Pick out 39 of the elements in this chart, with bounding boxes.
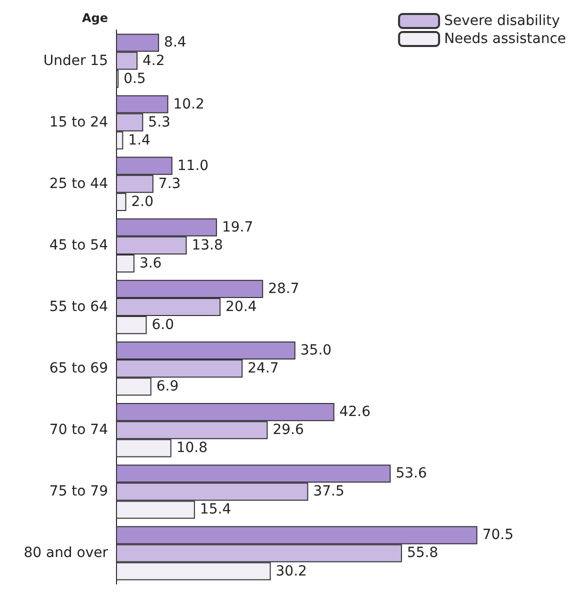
data-label: 1.4 — [128, 132, 151, 148]
data-label: 2.0 — [131, 194, 154, 210]
y-tick-label: 75 to 79 — [49, 484, 108, 500]
data-label: 6.9 — [156, 378, 179, 395]
data-label: 20.4 — [226, 299, 257, 315]
y-tick-label: 45 to 54 — [49, 237, 108, 254]
y-tick-label: 15 to 24 — [49, 114, 108, 130]
data-label: 29.6 — [272, 422, 304, 438]
data-label: 53.6 — [396, 466, 427, 482]
y-tick-label: 65 to 69 — [49, 360, 108, 377]
data-label: 42.6 — [339, 404, 371, 420]
y-tick-label: 80 and over — [24, 545, 108, 562]
data-label: 0.5 — [124, 70, 146, 87]
y-tick-label: 55 to 64 — [49, 299, 108, 315]
legend-label: Severe disability — [444, 13, 560, 29]
legend-label: Needs assistance — [444, 31, 566, 47]
data-label: 37.5 — [313, 484, 344, 500]
data-label: 55.8 — [406, 545, 438, 562]
data-label: 13.8 — [192, 237, 223, 254]
data-label: 35.0 — [300, 342, 332, 358]
data-label: 10.2 — [173, 96, 204, 112]
data-label: 11.0 — [177, 158, 209, 174]
y-axis-title: Age — [82, 11, 108, 25]
data-label: 10.8 — [176, 440, 208, 456]
data-label: 24.7 — [248, 360, 279, 377]
data-label: 3.6 — [139, 256, 162, 272]
y-tick-label: 25 to 44 — [49, 176, 108, 192]
data-label: 15.4 — [200, 502, 232, 518]
data-label: 19.7 — [222, 219, 254, 236]
data-label: 6.0 — [152, 317, 174, 334]
data-label: 28.7 — [268, 280, 300, 297]
data-label: 70.5 — [482, 527, 514, 544]
data-label: 5.3 — [148, 114, 170, 130]
data-label: 8.4 — [164, 34, 186, 51]
data-label: 4.2 — [142, 52, 165, 69]
y-tick-label: 70 to 74 — [49, 422, 108, 438]
y-tick-label: Under 15 — [43, 52, 108, 69]
data-label: 7.3 — [158, 176, 181, 192]
data-label: 30.2 — [276, 563, 307, 580]
